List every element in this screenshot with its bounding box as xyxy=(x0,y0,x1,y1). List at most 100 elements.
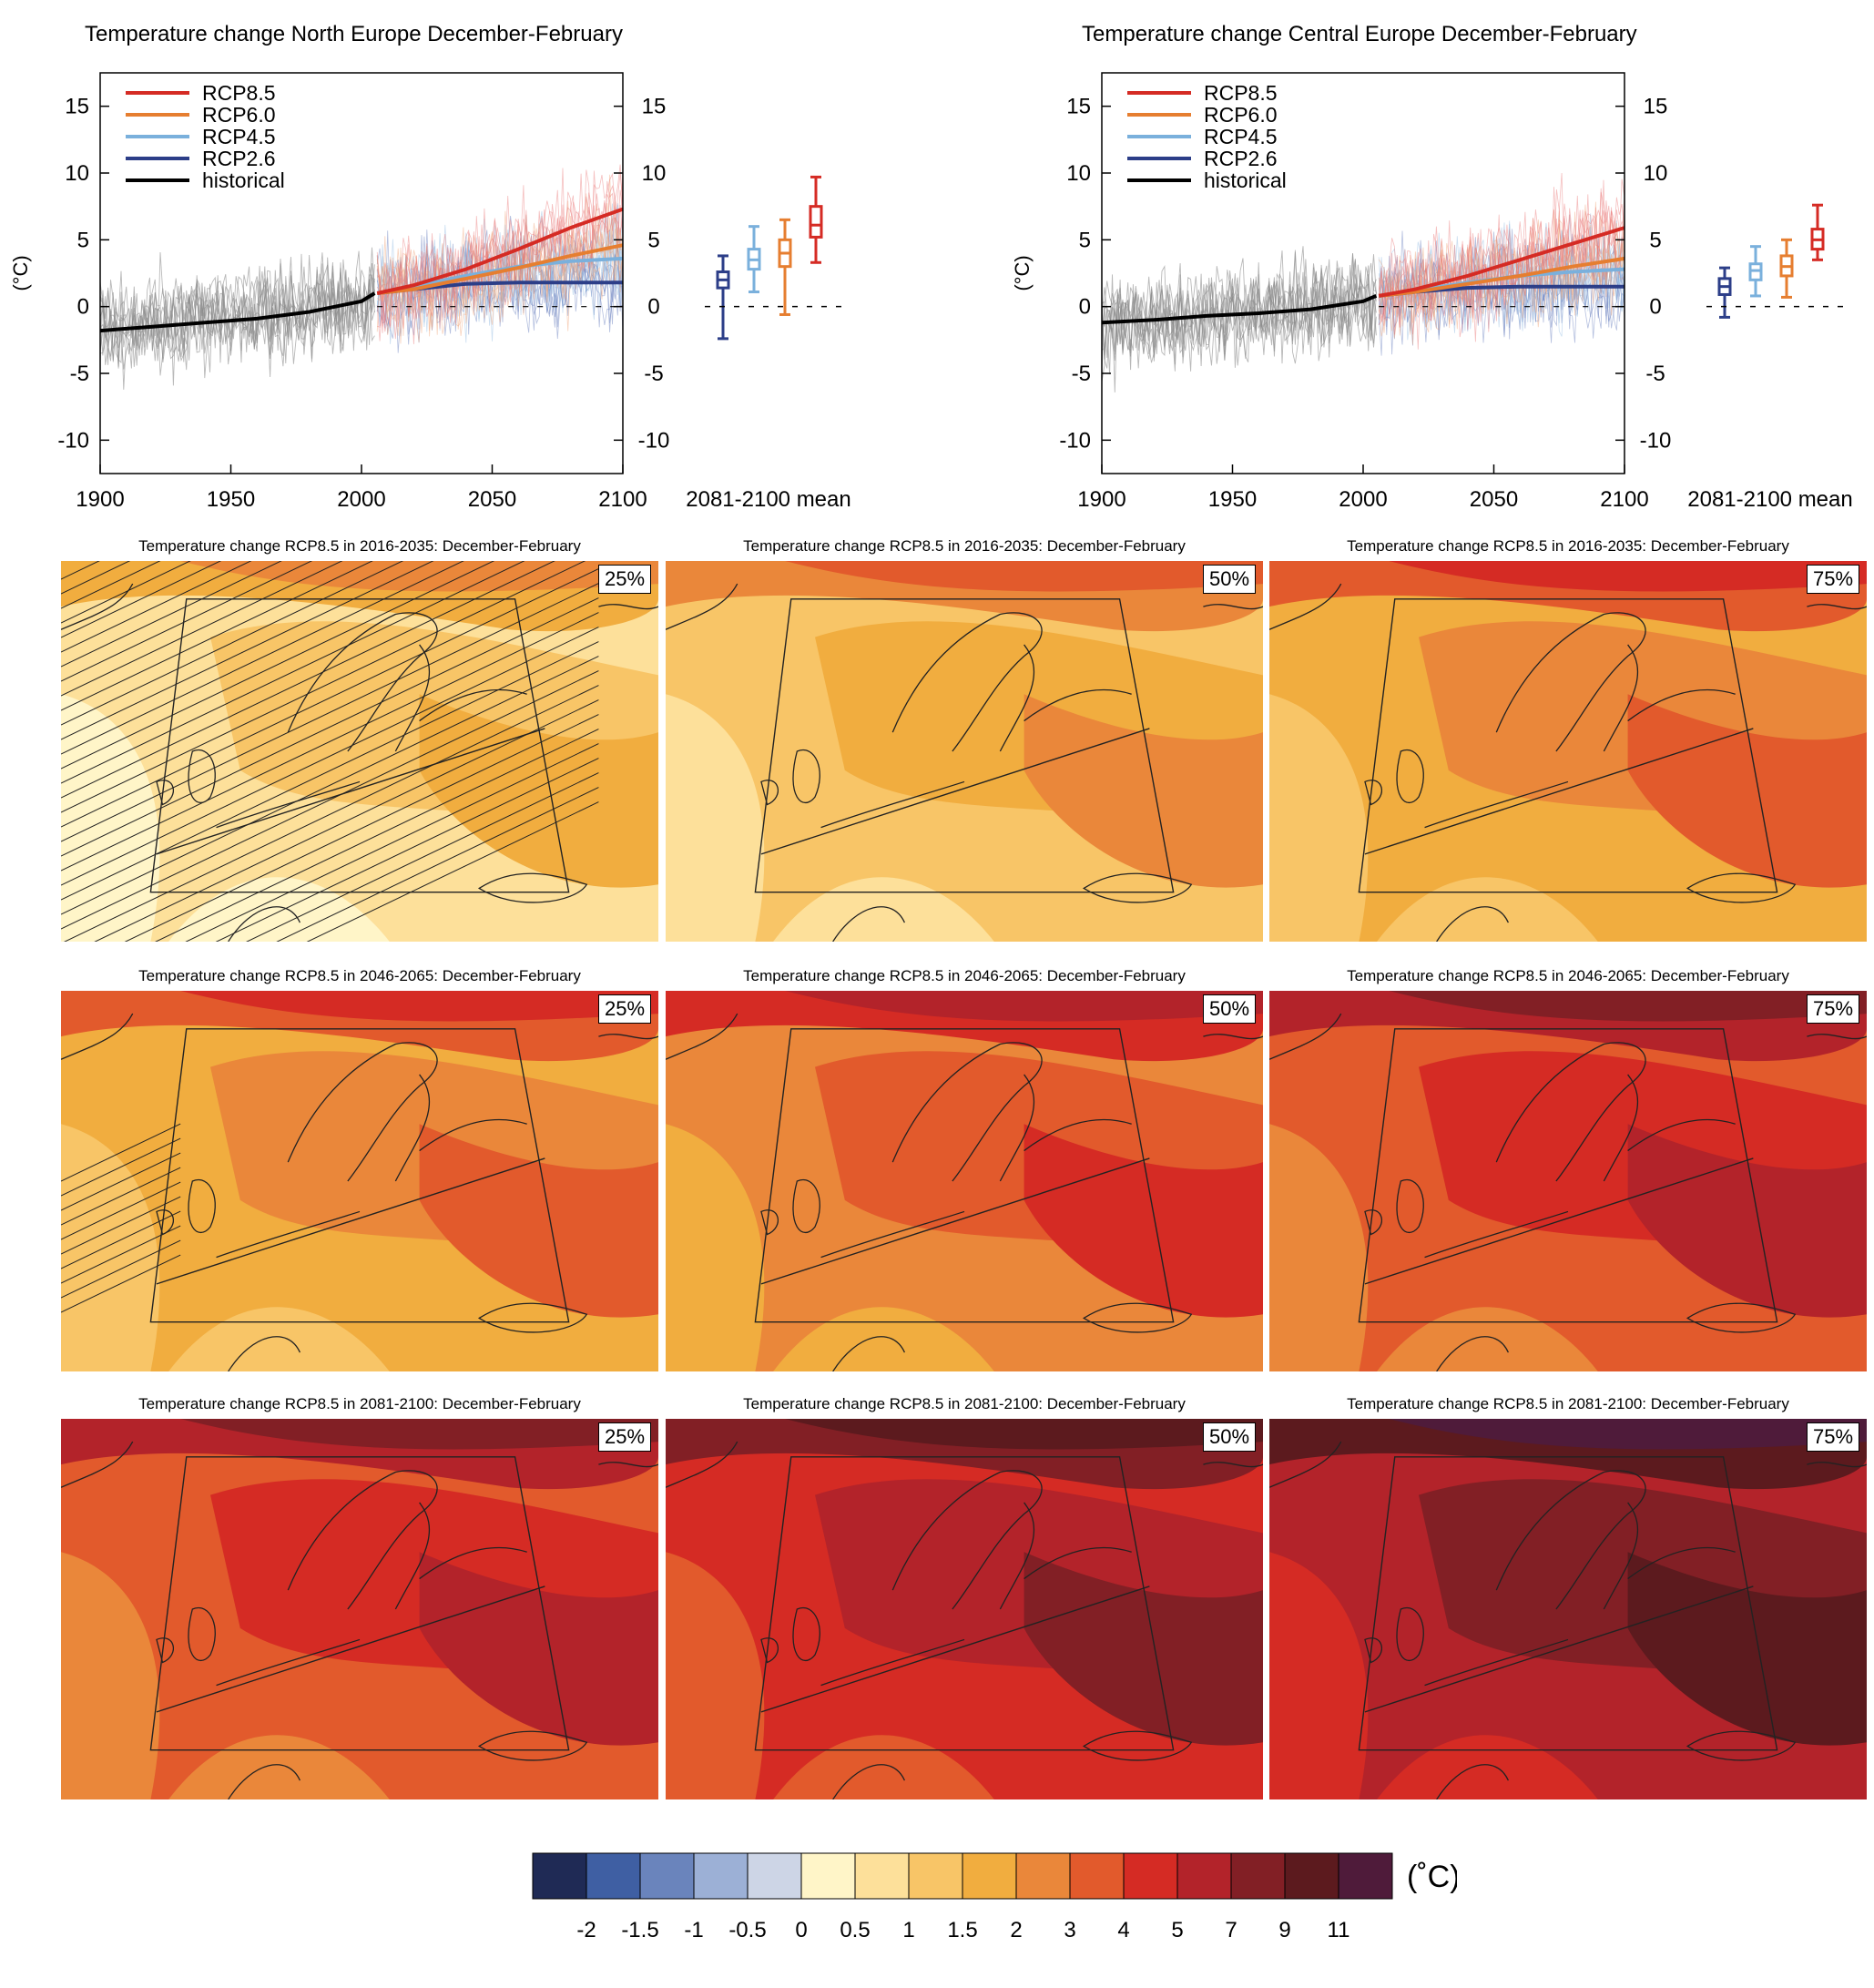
boxplot-rcp45 xyxy=(747,225,761,294)
y-tick-label-left: 0 xyxy=(1079,295,1091,320)
region-outline xyxy=(149,598,570,893)
y-tick-label-left: -5 xyxy=(70,362,89,386)
coastline xyxy=(61,1013,658,1371)
timeseries-title-central: Temperature change Central Europe Decemb… xyxy=(1082,22,1637,46)
timeseries-chart-north: 1900 1950 2000 2050 2100 15 15 10 10 5 5 0 0 -5 -5 -10 -… xyxy=(9,72,851,512)
colorbar-tick-label: 1.5 xyxy=(947,1918,977,1942)
coastline xyxy=(1269,583,1867,942)
hatching xyxy=(61,561,599,942)
x-tick-label: 2100 xyxy=(1600,487,1648,512)
colorbar-tick-label: 4 xyxy=(1117,1918,1129,1942)
colorbar-swatch xyxy=(962,1852,1017,1900)
region-outline xyxy=(149,1456,570,1751)
map-panel xyxy=(61,561,658,942)
y-tick-label-right: -10 xyxy=(638,428,670,453)
colorbar-swatch xyxy=(1015,1852,1071,1900)
y-tick-label-left: 0 xyxy=(77,295,89,320)
boxplot-rcp60 xyxy=(778,218,792,316)
x-tick-label: 2100 xyxy=(598,487,647,512)
region-outline xyxy=(754,1456,1175,1751)
coastline xyxy=(61,583,658,942)
colorbar-tick-label: 2 xyxy=(1010,1918,1022,1942)
x-tick-label: 1950 xyxy=(207,487,255,512)
boxplot-rcp60 xyxy=(1779,238,1794,299)
y-tick-label-right: 0 xyxy=(647,295,659,320)
boxplot-rcp26 xyxy=(716,254,730,341)
timeseries-title-north: Temperature change North Europe December… xyxy=(85,22,623,46)
map-panel xyxy=(1269,991,1867,1371)
y-axis-label: (°C) xyxy=(9,255,32,291)
y-tick-label-right: 5 xyxy=(647,228,659,252)
colorbar-tick-label: -1.5 xyxy=(621,1918,658,1942)
y-tick-label-right: -5 xyxy=(1645,362,1665,386)
map-title: Temperature change RCP8.5 in 2016-2035: … xyxy=(1347,537,1789,555)
colorbar-tick-label: -0.5 xyxy=(728,1918,766,1942)
colorbar-tick-label: 3 xyxy=(1064,1918,1075,1942)
coastline xyxy=(666,1013,1263,1371)
map-title: Temperature change RCP8.5 in 2081-2100: … xyxy=(138,1395,581,1412)
region-outline xyxy=(754,1028,1175,1323)
colorbar-swatch xyxy=(1230,1852,1286,1900)
colorbar-tick-label: -2 xyxy=(576,1918,596,1942)
y-tick-label-right: 15 xyxy=(1644,95,1668,119)
percentile-badge: 25% xyxy=(598,1422,652,1452)
map-title: Temperature change RCP8.5 in 2016-2035: … xyxy=(743,537,1186,555)
colorbar-swatch xyxy=(1338,1852,1393,1900)
legend-label: historical xyxy=(1204,168,1287,192)
boxplot-rcp26 xyxy=(1717,266,1732,319)
percentile-badge: 25% xyxy=(598,994,652,1024)
x-tick-label: 2000 xyxy=(1339,487,1387,512)
colorbar-swatch xyxy=(532,1852,587,1900)
region-outline xyxy=(754,598,1175,893)
map-panel xyxy=(1269,561,1867,942)
legend-label: RCP2.6 xyxy=(202,147,276,170)
colorbar-swatch xyxy=(639,1852,695,1900)
map-panel xyxy=(1269,1419,1867,1799)
y-tick-label-left: -5 xyxy=(1072,362,1091,386)
map-title: Temperature change RCP8.5 in 2016-2035: … xyxy=(138,537,581,555)
y-axis-label: (°C) xyxy=(1011,255,1034,291)
map-title: Temperature change RCP8.5 in 2046-2065: … xyxy=(1347,967,1789,984)
y-tick-label-right: -10 xyxy=(1640,428,1672,453)
percentile-badge: 75% xyxy=(1807,565,1860,594)
y-tick-label-right: 0 xyxy=(1649,295,1661,320)
percentile-badge: 75% xyxy=(1807,994,1860,1024)
map-title: Temperature change RCP8.5 in 2081-2100: … xyxy=(1347,1395,1789,1412)
y-tick-label-right: 10 xyxy=(1644,161,1668,186)
map-title: Temperature change RCP8.5 in 2046-2065: … xyxy=(743,967,1186,984)
x-tick-label: 1900 xyxy=(76,487,124,512)
map-panel xyxy=(666,1419,1263,1799)
hatching xyxy=(61,1123,181,1313)
region-outline xyxy=(1358,1028,1778,1323)
colorbar-tick-label: 5 xyxy=(1171,1918,1183,1942)
y-tick-label-left: 5 xyxy=(77,228,89,252)
y-tick-label-right: 5 xyxy=(1649,228,1661,252)
coastline xyxy=(666,583,1263,942)
colorbar-swatch xyxy=(693,1852,749,1900)
y-tick-label-right: 10 xyxy=(642,161,667,186)
y-tick-label-left: 15 xyxy=(1066,95,1091,119)
y-tick-label-left: -10 xyxy=(57,428,89,453)
colorbar-swatch xyxy=(854,1852,910,1900)
map-panel xyxy=(61,1419,658,1799)
series-line-historical xyxy=(99,291,376,333)
box-axis-label: 2081-2100 mean xyxy=(1687,487,1852,512)
series-line-historical xyxy=(1101,294,1378,325)
y-tick-label-left: 15 xyxy=(65,95,89,119)
percentile-badge: 75% xyxy=(1807,1422,1860,1452)
y-tick-label-left: -10 xyxy=(1059,428,1091,453)
legend-label: RCP6.0 xyxy=(1204,103,1278,127)
region-outline xyxy=(1358,1456,1778,1751)
colorbar: -2 -1.5 -1 -0.5 0 0.5 1 1.5 2 3 4 5 7 9 11 (˚C) xyxy=(532,1852,1457,1942)
series-line-rcp60 xyxy=(376,243,624,295)
colorbar-tick-label: 1 xyxy=(902,1918,914,1942)
boxplot-rcp85 xyxy=(1810,203,1825,261)
y-tick-label-left: 10 xyxy=(1066,161,1091,186)
colorbar-tick-label: 11 xyxy=(1328,1918,1350,1942)
coastline xyxy=(1269,1013,1867,1371)
legend-label: RCP8.5 xyxy=(1204,81,1278,105)
boxplot-rcp85 xyxy=(809,175,823,264)
y-tick-label-right: -5 xyxy=(644,362,663,386)
series-line-rcp85 xyxy=(1378,226,1625,298)
colorbar-swatch xyxy=(1123,1852,1178,1900)
